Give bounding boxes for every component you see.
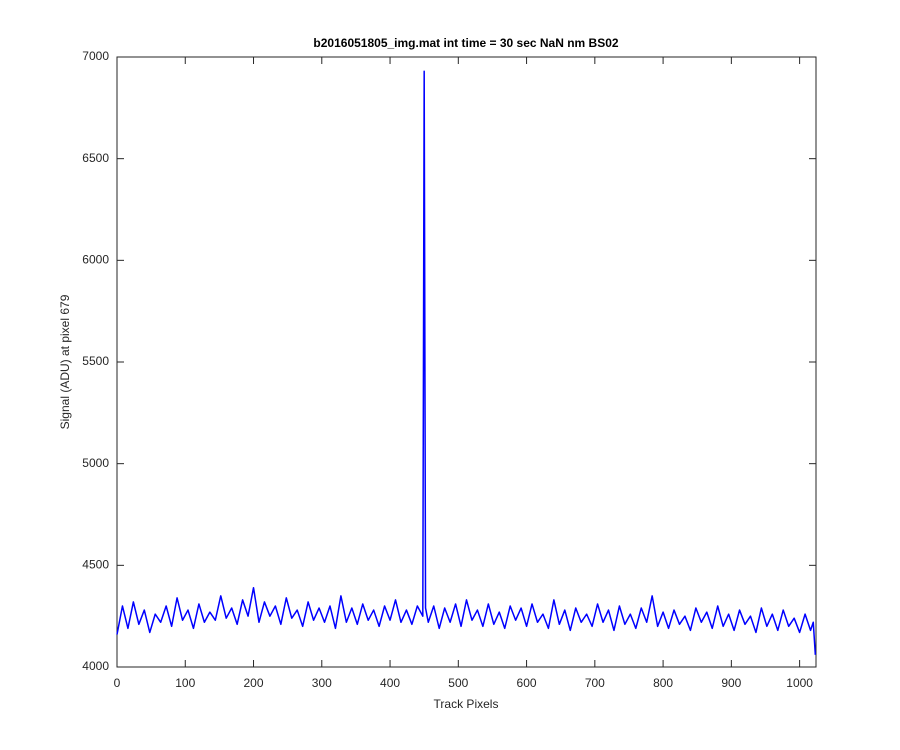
- y-tick-label: 4500: [82, 558, 109, 572]
- x-axis-label: Track Pixels: [434, 697, 499, 711]
- x-tick-label: 300: [312, 676, 332, 690]
- x-tick-label: 800: [653, 676, 673, 690]
- x-tick-label: 200: [244, 676, 264, 690]
- x-tick-label: 900: [721, 676, 741, 690]
- y-tick-label: 5500: [82, 354, 109, 368]
- x-tick-label: 400: [380, 676, 400, 690]
- x-tick-label: 500: [448, 676, 468, 690]
- y-tick-label: 4000: [82, 659, 109, 673]
- y-tick-label: 5000: [82, 456, 109, 470]
- y-tick-label: 7000: [82, 49, 109, 63]
- x-tick-label: 700: [585, 676, 605, 690]
- y-tick-label: 6500: [82, 151, 109, 165]
- axes-box: [116, 56, 817, 668]
- y-axis-label: Signal (ADU) at pixel 679: [58, 294, 72, 429]
- chart-title: b2016051805_img.mat int time = 30 sec Na…: [313, 36, 618, 50]
- y-tick-label: 6000: [82, 253, 109, 267]
- x-tick-label: 0: [114, 676, 121, 690]
- x-tick-label: 600: [517, 676, 537, 690]
- x-tick-label: 1000: [786, 676, 813, 690]
- data-line: [116, 70, 817, 655]
- x-tick-label: 100: [175, 676, 195, 690]
